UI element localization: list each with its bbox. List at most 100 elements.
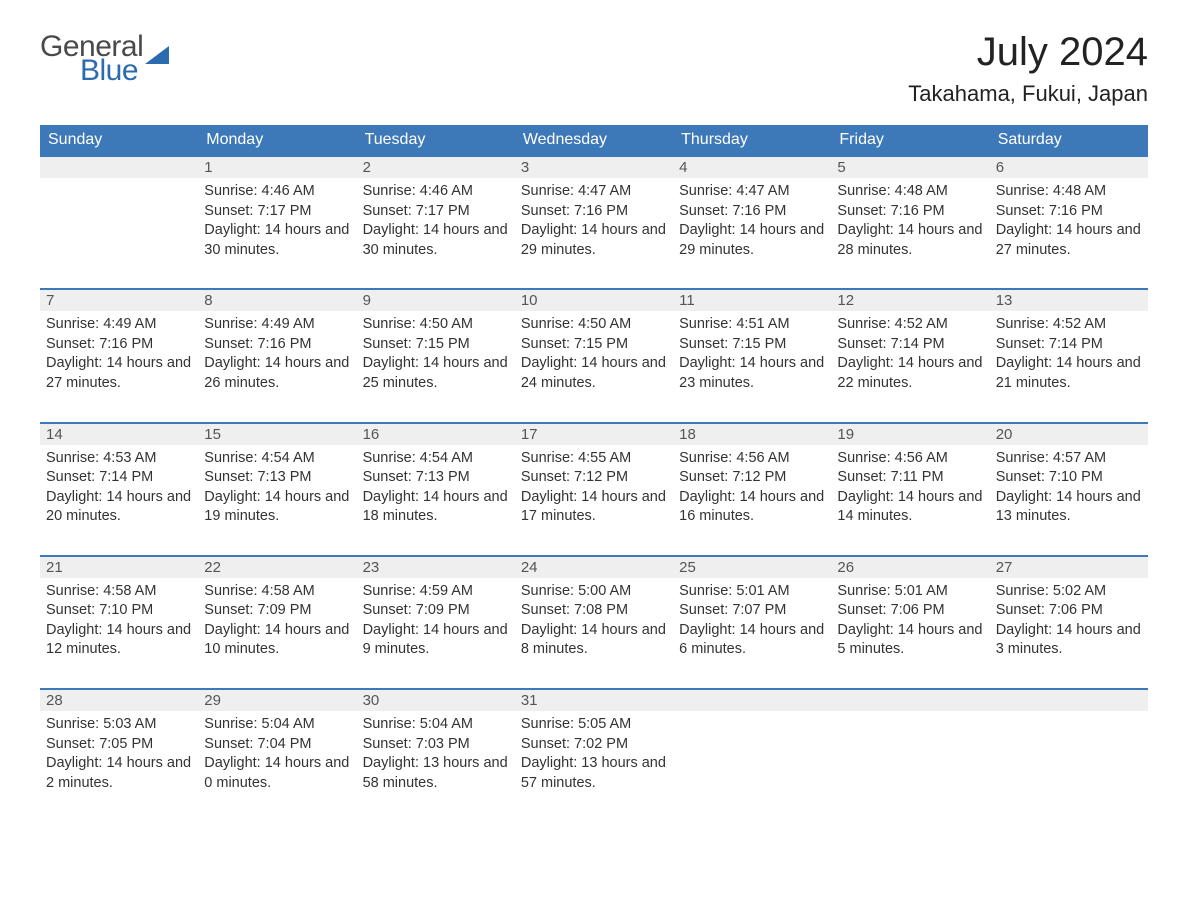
sunset-line: Sunset: 7:14 PM <box>46 468 192 488</box>
sunrise-line: Sunrise: 4:58 AM <box>204 582 350 602</box>
daylight-line: Daylight: 14 hours and 10 minutes. <box>204 621 350 660</box>
sunrise-line: Sunrise: 5:04 AM <box>363 715 509 735</box>
day-data-cell: Sunrise: 5:00 AMSunset: 7:08 PMDaylight:… <box>515 578 673 689</box>
day-data-cell: Sunrise: 5:01 AMSunset: 7:06 PMDaylight:… <box>831 578 989 689</box>
sunrise-calendar: Sunday Monday Tuesday Wednesday Thursday… <box>40 125 1148 821</box>
daylight-line: Daylight: 14 hours and 26 minutes. <box>204 354 350 393</box>
day-data-cell: Sunrise: 4:58 AMSunset: 7:10 PMDaylight:… <box>40 578 198 689</box>
weekday-header: Thursday <box>673 125 831 156</box>
day-number-cell: 14 <box>40 423 198 445</box>
daylight-line: Daylight: 14 hours and 29 minutes. <box>679 221 825 260</box>
day-data-cell: Sunrise: 4:56 AMSunset: 7:11 PMDaylight:… <box>831 445 989 556</box>
sunrise-line: Sunrise: 4:57 AM <box>996 449 1142 469</box>
week-data-row: Sunrise: 4:58 AMSunset: 7:10 PMDaylight:… <box>40 578 1148 689</box>
day-data-cell: Sunrise: 4:50 AMSunset: 7:15 PMDaylight:… <box>515 311 673 422</box>
daylight-line: Daylight: 14 hours and 19 minutes. <box>204 488 350 527</box>
sunrise-line: Sunrise: 4:53 AM <box>46 449 192 469</box>
daylight-line: Daylight: 14 hours and 28 minutes. <box>837 221 983 260</box>
day-number-cell <box>990 689 1148 711</box>
day-data-cell: Sunrise: 4:56 AMSunset: 7:12 PMDaylight:… <box>673 445 831 556</box>
daylight-line: Daylight: 14 hours and 18 minutes. <box>363 488 509 527</box>
day-data-cell: Sunrise: 5:05 AMSunset: 7:02 PMDaylight:… <box>515 711 673 821</box>
daylight-line: Daylight: 13 hours and 57 minutes. <box>521 754 667 793</box>
weekday-header-row: Sunday Monday Tuesday Wednesday Thursday… <box>40 125 1148 156</box>
daylight-line: Daylight: 14 hours and 0 minutes. <box>204 754 350 793</box>
daylight-line: Daylight: 14 hours and 17 minutes. <box>521 488 667 527</box>
sunset-line: Sunset: 7:15 PM <box>363 335 509 355</box>
sunrise-line: Sunrise: 4:49 AM <box>46 315 192 335</box>
daylight-line: Daylight: 14 hours and 13 minutes. <box>996 488 1142 527</box>
sunrise-line: Sunrise: 4:52 AM <box>837 315 983 335</box>
day-data-cell: Sunrise: 5:03 AMSunset: 7:05 PMDaylight:… <box>40 711 198 821</box>
logo-word-2: Blue <box>80 54 169 88</box>
day-number-cell: 26 <box>831 556 989 578</box>
weekday-header: Wednesday <box>515 125 673 156</box>
day-data-cell: Sunrise: 4:52 AMSunset: 7:14 PMDaylight:… <box>831 311 989 422</box>
sunset-line: Sunset: 7:15 PM <box>679 335 825 355</box>
sunrise-line: Sunrise: 4:55 AM <box>521 449 667 469</box>
day-data-cell <box>673 711 831 821</box>
sunrise-line: Sunrise: 5:03 AM <box>46 715 192 735</box>
sunrise-line: Sunrise: 5:01 AM <box>679 582 825 602</box>
daylight-line: Daylight: 14 hours and 30 minutes. <box>363 221 509 260</box>
sunrise-line: Sunrise: 5:01 AM <box>837 582 983 602</box>
day-number-cell: 7 <box>40 289 198 311</box>
day-data-cell: Sunrise: 4:52 AMSunset: 7:14 PMDaylight:… <box>990 311 1148 422</box>
page-header: General Blue July 2024 Takahama, Fukui, … <box>40 30 1148 107</box>
day-data-cell <box>990 711 1148 821</box>
day-number-cell: 24 <box>515 556 673 578</box>
daylight-line: Daylight: 14 hours and 22 minutes. <box>837 354 983 393</box>
week-daynum-row: 123456 <box>40 156 1148 178</box>
sunrise-line: Sunrise: 4:47 AM <box>521 182 667 202</box>
day-number-cell: 22 <box>198 556 356 578</box>
sunrise-line: Sunrise: 4:58 AM <box>46 582 192 602</box>
day-number-cell: 3 <box>515 156 673 178</box>
weekday-header: Friday <box>831 125 989 156</box>
day-number-cell: 25 <box>673 556 831 578</box>
day-number-cell: 4 <box>673 156 831 178</box>
week-daynum-row: 14151617181920 <box>40 423 1148 445</box>
sunrise-line: Sunrise: 4:50 AM <box>521 315 667 335</box>
sunset-line: Sunset: 7:15 PM <box>521 335 667 355</box>
sunset-line: Sunset: 7:16 PM <box>204 335 350 355</box>
day-number-cell: 19 <box>831 423 989 445</box>
sunset-line: Sunset: 7:10 PM <box>46 601 192 621</box>
day-number-cell: 12 <box>831 289 989 311</box>
day-number-cell: 13 <box>990 289 1148 311</box>
daylight-line: Daylight: 14 hours and 3 minutes. <box>996 621 1142 660</box>
sunrise-line: Sunrise: 4:47 AM <box>679 182 825 202</box>
sunset-line: Sunset: 7:16 PM <box>679 202 825 222</box>
day-number-cell: 10 <box>515 289 673 311</box>
sunset-line: Sunset: 7:09 PM <box>204 601 350 621</box>
daylight-line: Daylight: 14 hours and 20 minutes. <box>46 488 192 527</box>
month-title: July 2024 <box>908 30 1148 75</box>
day-number-cell: 11 <box>673 289 831 311</box>
sunrise-line: Sunrise: 4:56 AM <box>679 449 825 469</box>
weekday-header: Tuesday <box>357 125 515 156</box>
weekday-header: Monday <box>198 125 356 156</box>
day-number-cell: 8 <box>198 289 356 311</box>
daylight-line: Daylight: 14 hours and 2 minutes. <box>46 754 192 793</box>
day-data-cell: Sunrise: 4:47 AMSunset: 7:16 PMDaylight:… <box>673 178 831 289</box>
day-number-cell: 21 <box>40 556 198 578</box>
week-data-row: Sunrise: 4:46 AMSunset: 7:17 PMDaylight:… <box>40 178 1148 289</box>
daylight-line: Daylight: 14 hours and 12 minutes. <box>46 621 192 660</box>
day-number-cell: 6 <box>990 156 1148 178</box>
sunrise-line: Sunrise: 4:48 AM <box>996 182 1142 202</box>
daylight-line: Daylight: 14 hours and 8 minutes. <box>521 621 667 660</box>
day-data-cell: Sunrise: 4:47 AMSunset: 7:16 PMDaylight:… <box>515 178 673 289</box>
daylight-line: Daylight: 13 hours and 58 minutes. <box>363 754 509 793</box>
day-number-cell <box>831 689 989 711</box>
week-daynum-row: 78910111213 <box>40 289 1148 311</box>
sunset-line: Sunset: 7:05 PM <box>46 735 192 755</box>
week-data-row: Sunrise: 5:03 AMSunset: 7:05 PMDaylight:… <box>40 711 1148 821</box>
day-number-cell: 31 <box>515 689 673 711</box>
day-number-cell: 29 <box>198 689 356 711</box>
day-data-cell: Sunrise: 4:49 AMSunset: 7:16 PMDaylight:… <box>40 311 198 422</box>
week-data-row: Sunrise: 4:49 AMSunset: 7:16 PMDaylight:… <box>40 311 1148 422</box>
day-data-cell: Sunrise: 4:49 AMSunset: 7:16 PMDaylight:… <box>198 311 356 422</box>
day-number-cell: 17 <box>515 423 673 445</box>
day-data-cell: Sunrise: 5:01 AMSunset: 7:07 PMDaylight:… <box>673 578 831 689</box>
sunrise-line: Sunrise: 4:59 AM <box>363 582 509 602</box>
day-data-cell: Sunrise: 4:48 AMSunset: 7:16 PMDaylight:… <box>831 178 989 289</box>
